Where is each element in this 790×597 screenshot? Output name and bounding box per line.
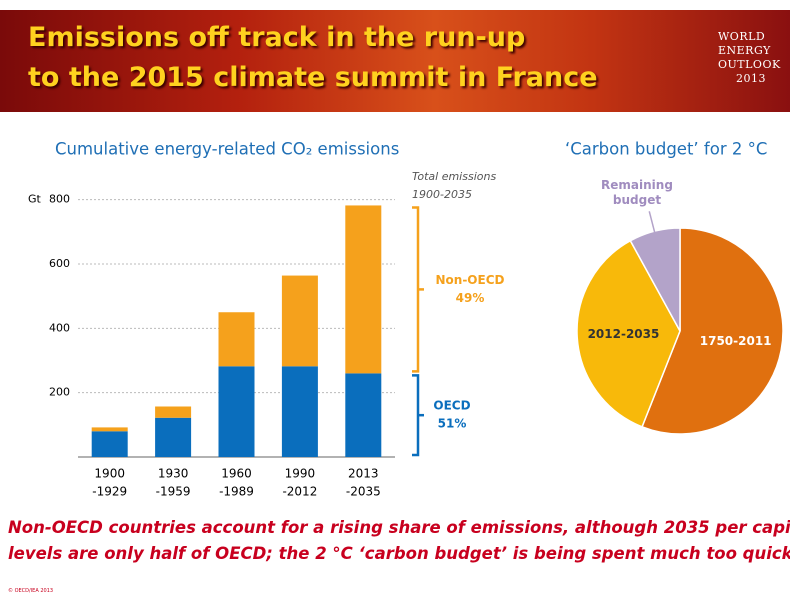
legend-label: Non-OECD	[436, 273, 505, 287]
x-tick-label: 1990	[285, 467, 316, 481]
bar-segment	[345, 205, 382, 374]
bar-segment	[91, 431, 128, 457]
annotation: Total emissions	[412, 170, 496, 183]
slide-title: to the 2015 climate summit in France	[28, 62, 598, 93]
y-tick-label: 600	[49, 257, 70, 270]
bar-segment	[345, 373, 382, 457]
x-tick-label: -2012	[282, 485, 317, 499]
pie-slice	[576, 239, 681, 428]
bar-segment	[155, 406, 192, 418]
bar-segment	[155, 417, 192, 457]
share-label: 51%	[438, 417, 467, 431]
chart-title: Cumulative energy-related CO₂ emissions	[55, 140, 399, 159]
share-label: 49%	[456, 291, 485, 305]
slice-label: 2012-2035	[588, 327, 660, 341]
bar-segment	[218, 366, 255, 457]
footer-text: Non-OECD countries account for a rising …	[8, 518, 790, 537]
y-tick-label: 800	[49, 193, 70, 206]
copyright: © OECD/IEA 2013	[8, 588, 54, 594]
bar-segment	[281, 275, 318, 367]
logo-text: 2013	[736, 72, 766, 85]
x-tick-label: 1900	[94, 467, 125, 481]
y-unit: Gt	[28, 193, 42, 206]
bar-segment	[218, 312, 255, 367]
bracket	[412, 206, 420, 373]
x-tick-label: 1930	[158, 467, 189, 481]
footer: Non-OECD countries account for a rising …	[0, 510, 790, 570]
bar-segment	[91, 427, 128, 432]
x-tick-label: -1989	[219, 485, 254, 499]
x-tick-label: -1929	[92, 485, 127, 499]
annotation: 1900-2035	[412, 188, 472, 201]
header: Emissions off track in the run-up to the…	[0, 10, 790, 112]
logo-text: ENERGY	[718, 44, 771, 57]
pie-label: Remaining budget	[601, 178, 673, 207]
x-tick-label: -1959	[156, 485, 191, 499]
footer-text: levels are only half of OECD; the 2 °C ‘…	[8, 544, 790, 563]
label-pointer	[648, 211, 659, 247]
y-tick-label: 200	[49, 386, 70, 399]
x-tick-label: 2013	[348, 467, 379, 481]
chart-title: ‘Carbon budget’ for 2 °C	[565, 140, 767, 159]
pie-slice	[641, 227, 784, 435]
x-tick-label: -2035	[346, 485, 381, 499]
x-tick-label: 1960	[221, 467, 252, 481]
bar-segment	[281, 366, 318, 457]
slide-title: Emissions off track in the run-up	[28, 22, 526, 53]
slice-label: 1750-2011	[700, 334, 772, 348]
legend-label: OECD	[433, 399, 470, 413]
logo-text: OUTLOOK	[718, 58, 781, 71]
logo-text: WORLD	[718, 30, 766, 43]
y-tick-label: 400	[49, 321, 70, 334]
bracket	[412, 374, 420, 457]
